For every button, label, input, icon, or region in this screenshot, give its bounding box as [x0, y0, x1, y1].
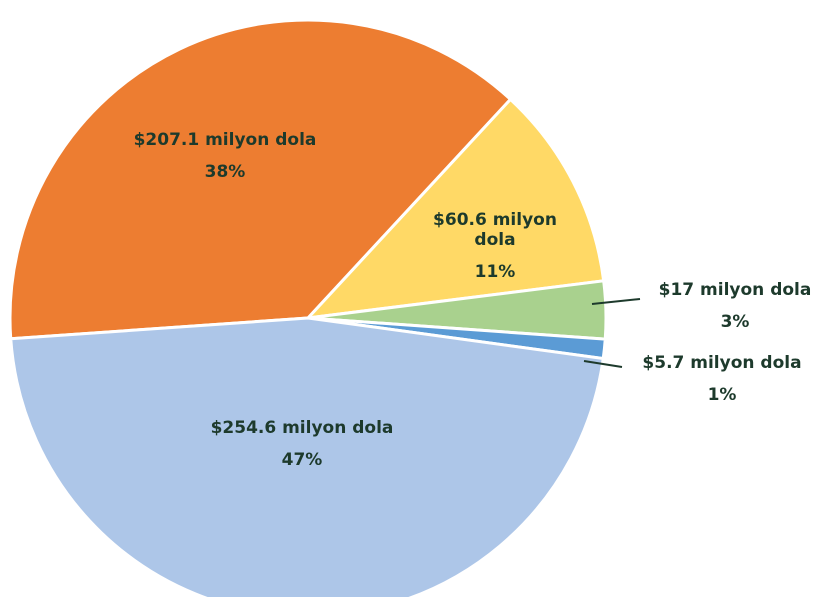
value-label: $17 milyon dola — [659, 280, 812, 300]
value-label: $5.7 milyon dola — [642, 353, 801, 373]
percentage-label: 47% — [282, 450, 323, 470]
value-label: $207.1 milyon dola — [134, 130, 317, 150]
percentage-label: 38% — [205, 162, 246, 182]
percentage-label: 1% — [708, 385, 737, 405]
percentage-label: 3% — [721, 312, 750, 332]
percentage-label: 11% — [475, 262, 516, 282]
pie-slice — [8, 18, 513, 341]
leader-line — [591, 298, 641, 305]
pie-slice — [304, 97, 606, 321]
value-label: $60.6 milyon dola — [433, 210, 557, 250]
value-label: $254.6 milyon dola — [211, 418, 394, 438]
pie-slice — [9, 316, 605, 597]
leader-line — [583, 360, 623, 368]
